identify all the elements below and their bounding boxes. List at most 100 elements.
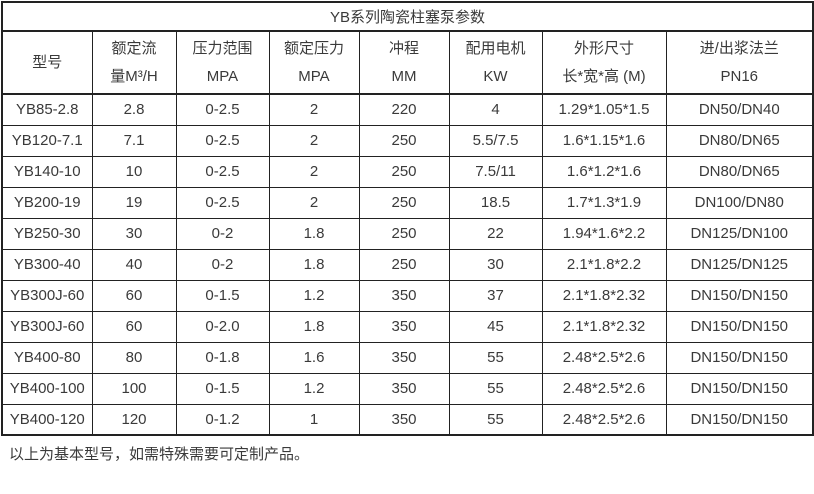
- table-cell: 0-1.5: [175, 372, 270, 405]
- table-cell: 350: [358, 341, 450, 374]
- table-cell: 1: [268, 403, 360, 436]
- table-cell: 40: [91, 248, 177, 281]
- table-cell: 2.1*1.8*2.2: [541, 248, 667, 281]
- column-header-line1: 配用电机: [465, 39, 526, 57]
- column-header-line2: KW: [483, 67, 508, 85]
- model-cell: YB300J-60: [1, 310, 93, 343]
- table-cell: 2: [268, 186, 360, 219]
- table-cell: DN80/DN65: [665, 155, 814, 188]
- model-cell: YB200-19: [1, 186, 93, 219]
- table-row: YB85-2.8 2.8 0-2.5 2 220 4 1.29*1.05*1.5 DN50/D…: [1, 93, 814, 126]
- table-cell: 0-1.8: [175, 341, 270, 374]
- table-header-row: 型号 额定流 量M³/H 压力范围 MPA 额定压力 MPA 冲程 MM: [1, 30, 814, 95]
- column-header-line1: 压力范围: [192, 39, 253, 57]
- column-header-line1: 外形尺寸: [573, 39, 634, 57]
- spec-table: YB系列陶瓷柱塞泵参数 型号 额定流 量M³/H 压力范围 MPA 额定压力 M…: [1, 1, 814, 436]
- table-cell: 0-2: [175, 248, 270, 281]
- table-cell: 18.5: [448, 186, 543, 219]
- table-cell: 250: [358, 217, 450, 250]
- table-cell: 2.1*1.8*2.32: [541, 279, 667, 312]
- model-cell: YB400-100: [1, 372, 93, 405]
- table-cell: 2.8: [91, 93, 177, 126]
- table-row: YB400-120 120 0-1.2 1 350 55 2.48*2.5*2.6 DN150…: [1, 403, 814, 436]
- table-row: YB140-10 10 0-2.5 2 250 7.5/11 1.6*1.2*1.6 DN80…: [1, 155, 814, 188]
- table-cell: 1.2: [268, 372, 360, 405]
- table-cell: 7.1: [91, 124, 177, 157]
- table-cell: 0-2.5: [175, 124, 270, 157]
- table-cell: 60: [91, 310, 177, 343]
- table-cell: 220: [358, 93, 450, 126]
- column-header-line1: 进/出浆法兰: [699, 39, 779, 57]
- table-cell: 1.6*1.2*1.6: [541, 155, 667, 188]
- table-cell: 2.48*2.5*2.6: [541, 372, 667, 405]
- model-cell: YB120-7.1: [1, 124, 93, 157]
- column-header-line2: 量M³/H: [110, 67, 158, 85]
- table-body: YB85-2.8 2.8 0-2.5 2 220 4 1.29*1.05*1.5 DN50/D…: [1, 93, 814, 436]
- model-cell: YB140-10: [1, 155, 93, 188]
- column-header-line1: 型号: [32, 53, 63, 71]
- table-cell: 2.48*2.5*2.6: [541, 403, 667, 436]
- table-cell: 1.6: [268, 341, 360, 374]
- column-header-rated-pressure: 额定压力 MPA: [268, 30, 360, 95]
- table-cell: 250: [358, 186, 450, 219]
- table-cell: 60: [91, 279, 177, 312]
- table-row: YB200-19 19 0-2.5 2 250 18.5 1.7*1.3*1.9 DN100/…: [1, 186, 814, 219]
- table-cell: 55: [448, 341, 543, 374]
- table-cell: DN50/DN40: [665, 93, 814, 126]
- table-row: YB300J-60 60 0-2.0 1.8 350 45 2.1*1.8*2.32 DN15…: [1, 310, 814, 343]
- table-cell: 350: [358, 279, 450, 312]
- model-cell: YB400-120: [1, 403, 93, 436]
- table-cell: 2: [268, 93, 360, 126]
- column-header-line2: MPA: [298, 67, 330, 85]
- column-header-line2: PN16: [720, 67, 759, 85]
- table-cell: 2.1*1.8*2.32: [541, 310, 667, 343]
- table-cell: 2: [268, 124, 360, 157]
- table-title-row: YB系列陶瓷柱塞泵参数: [1, 1, 814, 32]
- table-cell: 0-2.5: [175, 155, 270, 188]
- table-row: YB400-80 80 0-1.8 1.6 350 55 2.48*2.5*2.6 DN150…: [1, 341, 814, 374]
- table-cell: DN125/DN100: [665, 217, 814, 250]
- column-header-line2: MM: [391, 67, 417, 85]
- column-header-stroke: 冲程 MM: [358, 30, 450, 95]
- table-cell: 30: [91, 217, 177, 250]
- table-cell: DN150/DN150: [665, 341, 814, 374]
- table-cell: 37: [448, 279, 543, 312]
- column-header-flange: 进/出浆法兰 PN16: [665, 30, 814, 95]
- table-cell: 22: [448, 217, 543, 250]
- table-cell: 350: [358, 310, 450, 343]
- column-header-motor: 配用电机 KW: [448, 30, 543, 95]
- table-cell: 2.48*2.5*2.6: [541, 341, 667, 374]
- table-cell: 45: [448, 310, 543, 343]
- table-cell: 7.5/11: [448, 155, 543, 188]
- table-cell: 250: [358, 155, 450, 188]
- table-cell: 5.5/7.5: [448, 124, 543, 157]
- column-header-rated-flow: 额定流 量M³/H: [91, 30, 177, 95]
- table-cell: DN80/DN65: [665, 124, 814, 157]
- model-cell: YB400-80: [1, 341, 93, 374]
- table-cell: 55: [448, 403, 543, 436]
- table-cell: 1.8: [268, 248, 360, 281]
- column-header-dimensions: 外形尺寸 长*宽*高 (M): [541, 30, 667, 95]
- table-cell: DN100/DN80: [665, 186, 814, 219]
- column-header-line2: 长*宽*高 (M): [562, 67, 646, 85]
- model-cell: YB300J-60: [1, 279, 93, 312]
- table-cell: DN150/DN150: [665, 310, 814, 343]
- table-cell: 350: [358, 372, 450, 405]
- table-cell: 2: [268, 155, 360, 188]
- column-header-line1: 冲程: [388, 39, 419, 57]
- model-cell: YB85-2.8: [1, 93, 93, 126]
- model-cell: YB300-40: [1, 248, 93, 281]
- table-cell: 0-2.5: [175, 186, 270, 219]
- column-header-pressure-range: 压力范围 MPA: [175, 30, 270, 95]
- column-header-model: 型号: [1, 30, 93, 95]
- table-cell: 350: [358, 403, 450, 436]
- column-header-line1: 额定压力: [283, 39, 344, 57]
- table-row: YB300-40 40 0-2 1.8 250 30 2.1*1.8*2.2 DN125/DN…: [1, 248, 814, 281]
- table-cell: 1.94*1.6*2.2: [541, 217, 667, 250]
- table-cell: 250: [358, 124, 450, 157]
- table-cell: 30: [448, 248, 543, 281]
- footnote: 以上为基本型号，如需特殊需要可定制产品。: [9, 446, 310, 463]
- table-cell: 100: [91, 372, 177, 405]
- table-cell: 1.8: [268, 217, 360, 250]
